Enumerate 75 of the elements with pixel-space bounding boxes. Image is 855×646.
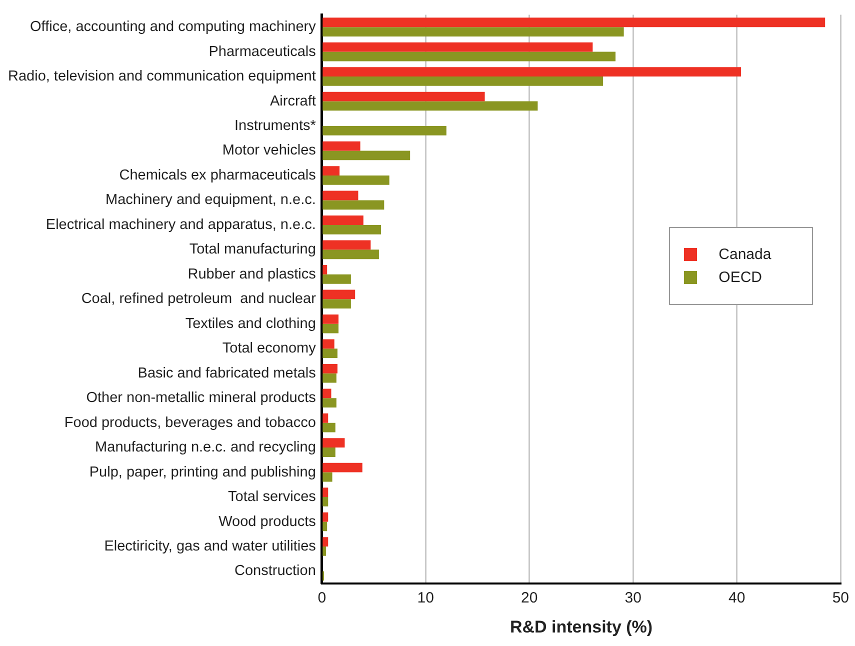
legend-label: Canada	[718, 246, 772, 264]
y-tick-label: Motor vehicles	[222, 142, 316, 159]
x-tick-label: 0	[318, 590, 326, 607]
bar	[322, 27, 624, 36]
bar	[322, 299, 351, 309]
bar	[322, 488, 328, 498]
bar	[322, 462, 362, 472]
y-tick-label: Total services	[228, 489, 316, 506]
bar	[322, 150, 410, 160]
y-tick-label: Construction	[234, 563, 316, 580]
bar	[322, 224, 382, 234]
bar	[322, 537, 328, 546]
x-axis-title: R&D intensity (%)	[510, 617, 653, 636]
bar	[322, 52, 616, 62]
bar	[322, 166, 340, 176]
y-tick-label: Pulp, paper, printing and publishing	[89, 464, 316, 480]
bar	[322, 67, 742, 77]
y-tick-label: Basic and fabricated metals	[138, 365, 316, 382]
bar	[322, 76, 604, 86]
y-tick-label: Other non-metallic mineral products	[86, 390, 316, 406]
y-tick-label: Manufacturing n.e.c. and recycling	[95, 440, 316, 456]
y-tick-label: Total manufacturing	[189, 242, 316, 258]
bar	[322, 497, 328, 506]
x-tick-label: 50	[832, 590, 849, 607]
y-tick-label: Coal, refined petroleum and nuclear	[81, 291, 316, 308]
bar	[322, 141, 360, 151]
bar	[322, 348, 338, 358]
y-tick-label: Food products, beverages and tobacco	[64, 414, 316, 431]
x-tick-label: 40	[728, 590, 746, 607]
x-tick-label: 20	[521, 590, 538, 607]
bar	[322, 373, 336, 383]
y-tick-label: Machinery and equipment, n.e.c.	[106, 192, 316, 208]
y-tick-label: Wood products	[218, 514, 316, 530]
legend-label: OECD	[718, 269, 762, 286]
bar	[322, 448, 336, 457]
bar	[322, 546, 326, 556]
bar	[322, 339, 334, 349]
bar	[322, 512, 328, 522]
y-tick-label: Instruments*	[234, 118, 316, 134]
bar	[322, 438, 345, 448]
y-tick-label: Total economy	[222, 340, 317, 357]
bar	[322, 175, 390, 185]
y-tick-label: Textiles and clothing	[185, 316, 316, 332]
bar	[322, 101, 538, 111]
bar	[322, 18, 826, 28]
bar	[322, 314, 338, 324]
bar	[322, 274, 351, 284]
bar	[322, 126, 446, 136]
bar	[322, 522, 328, 532]
y-tick-label: Rubber and plastics	[188, 266, 316, 282]
bar	[322, 422, 336, 432]
bar	[322, 364, 338, 374]
bar	[322, 92, 485, 102]
bar	[322, 388, 332, 398]
bar	[322, 216, 364, 225]
bar	[322, 190, 358, 200]
y-tick-label: Chemicals ex pharmaceuticals	[119, 167, 316, 184]
y-tick-label: Pharmaceuticals	[208, 44, 316, 60]
x-tick-label: 30	[624, 590, 642, 607]
y-tick-label: Electiricity, gas and water utilities	[104, 538, 316, 554]
bar	[322, 290, 356, 300]
bar	[322, 265, 328, 274]
y-tick-label: Aircraft	[270, 93, 316, 110]
bar	[322, 240, 371, 250]
bar	[322, 472, 332, 482]
x-tick-label: 10	[417, 590, 434, 607]
bar	[322, 398, 336, 408]
bar	[322, 413, 328, 423]
bar	[322, 324, 338, 334]
bar	[322, 250, 379, 260]
y-tick-label: Office, accounting and computing machinery	[30, 19, 317, 36]
bar	[322, 42, 593, 52]
y-tick-label: Electrical machinery and apparatus, n.e.c.	[46, 216, 316, 233]
bar	[322, 200, 384, 210]
y-tick-label: Radio, television and communication equipment	[8, 68, 316, 85]
